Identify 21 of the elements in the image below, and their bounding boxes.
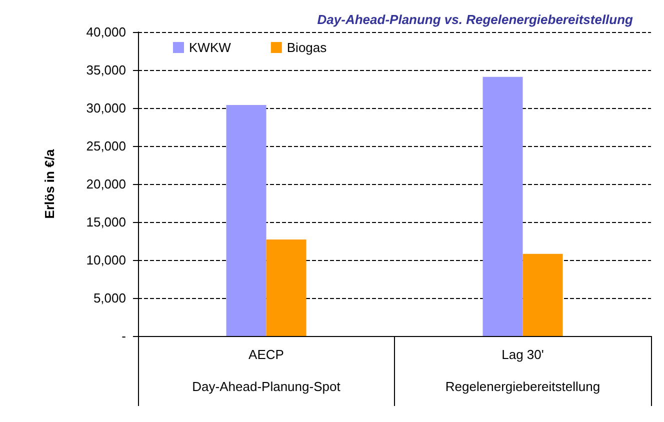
text: Regelenergiebereitstellung	[445, 379, 600, 394]
text: Day-Ahead-Planung-Spot	[192, 379, 341, 394]
bar	[226, 104, 266, 336]
legend-label: KWKW	[189, 40, 232, 55]
y-tick-label: 25,000	[86, 138, 126, 154]
y-tick-label: 10,000	[86, 252, 126, 268]
y-axis-title: Erlös in €/a	[42, 148, 57, 219]
legend-label: Biogas	[286, 40, 328, 55]
bar	[266, 239, 306, 336]
bar	[522, 254, 563, 336]
x-tick-label: Lag 30'	[502, 347, 544, 362]
y-tick-label: 15,000	[86, 214, 126, 230]
bar	[482, 76, 523, 336]
chart-title: Day-Ahead-Planung vs. Regelenergiebereitstellung	[317, 12, 634, 27]
y-tick-label: 40,000	[86, 24, 126, 40]
y-tick-label: -	[122, 328, 126, 344]
y-tick-label: 35,000	[86, 62, 126, 78]
y-tick-label: 20,000	[86, 176, 126, 192]
y-tick-label: 30,000	[86, 100, 126, 116]
x-tick-label: AECP	[248, 347, 284, 362]
y-tick-label: 5,000	[93, 290, 126, 306]
